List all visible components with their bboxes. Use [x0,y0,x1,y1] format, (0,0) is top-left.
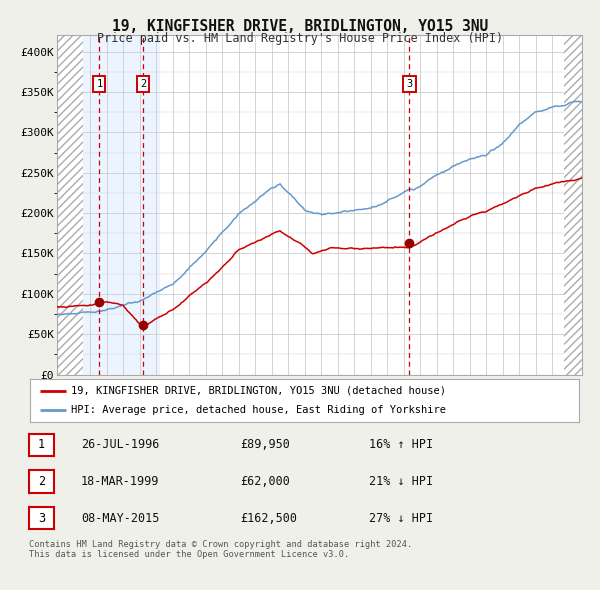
Text: Price paid vs. HM Land Registry's House Price Index (HPI): Price paid vs. HM Land Registry's House … [97,32,503,45]
Text: Contains HM Land Registry data © Crown copyright and database right 2024.
This d: Contains HM Land Registry data © Crown c… [29,540,412,559]
Text: 16% ↑ HPI: 16% ↑ HPI [369,438,433,451]
Text: 19, KINGFISHER DRIVE, BRIDLINGTON, YO15 3NU (detached house): 19, KINGFISHER DRIVE, BRIDLINGTON, YO15 … [71,386,446,396]
Text: 19, KINGFISHER DRIVE, BRIDLINGTON, YO15 3NU: 19, KINGFISHER DRIVE, BRIDLINGTON, YO15 … [112,19,488,34]
Bar [564,35,584,375]
Text: 2: 2 [140,79,146,89]
Text: 21% ↓ HPI: 21% ↓ HPI [369,475,433,488]
Text: £162,500: £162,500 [240,512,297,525]
Text: £62,000: £62,000 [240,475,290,488]
Text: £89,950: £89,950 [240,438,290,451]
Text: 1: 1 [97,79,103,89]
Text: 26-JUL-1996: 26-JUL-1996 [81,438,160,451]
Text: HPI: Average price, detached house, East Riding of Yorkshire: HPI: Average price, detached house, East… [71,405,446,415]
Text: 27% ↓ HPI: 27% ↓ HPI [369,512,433,525]
Bar [82,35,160,375]
Text: 2: 2 [38,475,45,488]
Bar [57,35,83,375]
Text: 3: 3 [406,79,413,89]
Text: 08-MAY-2015: 08-MAY-2015 [81,512,160,525]
Text: 3: 3 [38,512,45,525]
Text: 1: 1 [38,438,45,451]
Text: 18-MAR-1999: 18-MAR-1999 [81,475,160,488]
